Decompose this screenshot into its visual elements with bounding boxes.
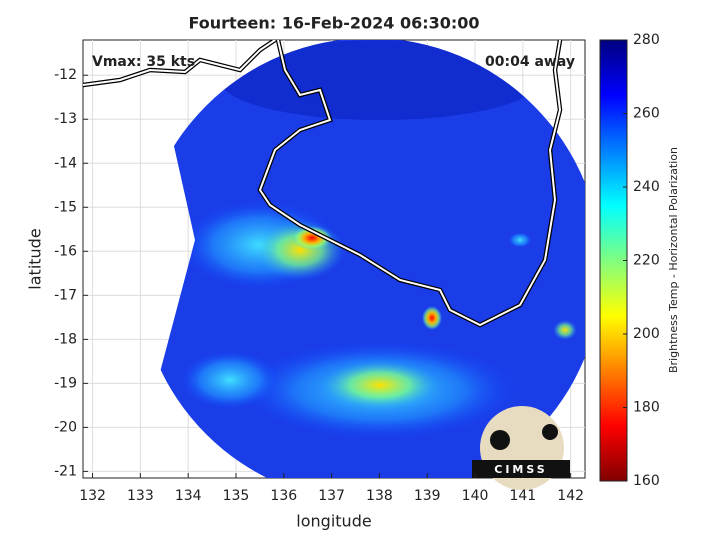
colorbar-tick-label: 180 xyxy=(633,400,660,416)
x-tick-label: 137 xyxy=(318,488,345,504)
x-tick-label: 141 xyxy=(509,488,536,504)
colorbar-tick-label: 280 xyxy=(633,32,660,48)
colorbar xyxy=(599,39,628,482)
x-tick-label: 132 xyxy=(79,488,106,504)
logo: CIMSS xyxy=(472,406,570,490)
y-tick-label: -18 xyxy=(54,331,77,347)
x-tick-label: 134 xyxy=(175,488,202,504)
title: Fourteen: 16-Feb-2024 06:30:00 xyxy=(188,14,479,33)
swath xyxy=(83,40,585,478)
colorbar-tick-label: 240 xyxy=(633,179,660,195)
y-axis-label: latitude xyxy=(26,228,45,289)
colorbar-label: Brightness Temp - Horizontal Polarizatio… xyxy=(667,147,680,373)
colorbar-tick-label: 200 xyxy=(633,326,660,342)
x-tick-label: 139 xyxy=(414,488,441,504)
x-tick-label: 135 xyxy=(223,488,250,504)
colorbar-tick-label: 260 xyxy=(633,106,660,122)
y-tick-label: -21 xyxy=(54,463,77,479)
y-tick-label: -20 xyxy=(54,419,77,435)
vmax-annotation: Vmax: 35 kts xyxy=(92,54,195,70)
time-annotation: 00:04 away xyxy=(485,54,575,70)
y-tick-label: -14 xyxy=(54,155,77,171)
x-tick-label: 138 xyxy=(366,488,393,504)
x-tick-label: 136 xyxy=(270,488,297,504)
y-tick-label: -16 xyxy=(54,243,77,259)
y-tick-label: -17 xyxy=(54,287,77,303)
x-tick-label: 133 xyxy=(127,488,154,504)
y-tick-label: -19 xyxy=(54,375,77,391)
y-tick-label: -15 xyxy=(54,199,77,215)
y-tick-label: -12 xyxy=(54,67,77,83)
colorbar-tick-label: 160 xyxy=(633,473,660,489)
x-tick-label: 142 xyxy=(557,488,584,504)
colorbar-tick-label: 220 xyxy=(633,253,660,269)
x-axis-label: longitude xyxy=(296,512,371,531)
logo-text: CIMSS xyxy=(494,463,547,476)
x-tick-label: 140 xyxy=(462,488,489,504)
y-tick-label: -13 xyxy=(54,111,77,127)
